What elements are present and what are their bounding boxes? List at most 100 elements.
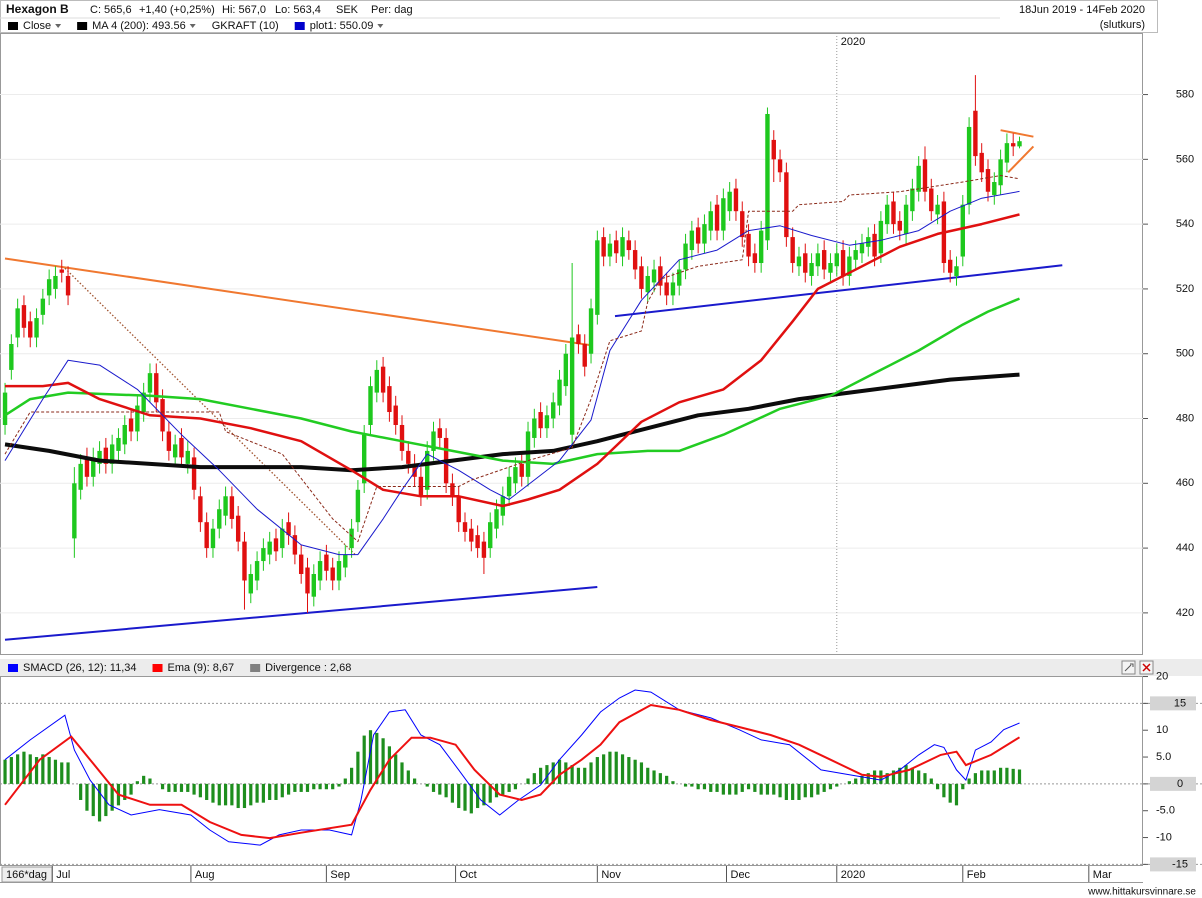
divergence-bar (148, 778, 152, 784)
y-tick-label: 10 (1156, 724, 1168, 736)
divergence-bar (274, 783, 278, 800)
indicator-panel-frame (0, 676, 1143, 866)
divergence-bar (356, 751, 360, 784)
candle-body (922, 159, 928, 192)
divergence-bar (129, 783, 133, 795)
candle-body (1004, 143, 1010, 163)
legend-label: MA 4 (200): 493.56 (92, 20, 186, 32)
candle-body (897, 220, 902, 231)
candle-body (916, 165, 921, 192)
y-tick-label: -15 (1172, 858, 1188, 870)
candle-body (973, 110, 978, 157)
candle-body (15, 308, 20, 338)
divergence-bar (66, 762, 70, 784)
divergence-bar (34, 757, 39, 784)
legend-label: Ema (9): 8,67 (168, 662, 235, 674)
divergence-bar (583, 767, 587, 784)
divergence-bar (9, 757, 13, 784)
candle-body (229, 496, 235, 519)
candle-body (935, 204, 940, 215)
candle-body (286, 522, 291, 536)
candle-body (588, 308, 594, 354)
price-panel-frame (0, 33, 1143, 655)
chart-title: Hexagon B (6, 2, 69, 16)
y-tick-label: 20 (1156, 670, 1168, 682)
divergence-bar (721, 783, 725, 795)
candle-body (721, 198, 726, 231)
divergence-bar (803, 783, 807, 798)
divergence-bar (847, 781, 851, 784)
divergence-bar (280, 783, 284, 798)
divergence-bar (167, 783, 171, 792)
candle-body (803, 253, 808, 273)
divergence-bar (690, 783, 694, 787)
candle-body (878, 220, 884, 254)
divergence-bar (791, 783, 795, 800)
divergence-bar (1011, 768, 1015, 784)
divergence-bar (646, 767, 650, 784)
y-tick-label: 480 (1176, 412, 1194, 424)
divergence-bar (513, 783, 518, 790)
candle-body (431, 431, 436, 451)
y-tick-box (1150, 776, 1196, 791)
divergence-bar (998, 767, 1003, 784)
divergence-bar (822, 783, 826, 792)
legend-swatch (294, 22, 305, 30)
divergence-bar (444, 783, 448, 798)
divergence-bar (22, 751, 26, 784)
candle-body (399, 424, 405, 451)
divergence-bar (633, 759, 637, 784)
divergence-bar (394, 754, 398, 784)
candle-body (733, 188, 739, 212)
candle-body (368, 386, 373, 425)
candle-body (330, 567, 335, 581)
candle-body (97, 450, 102, 464)
divergence-bar (671, 781, 675, 784)
candle-body (374, 369, 379, 393)
candle-body (544, 415, 550, 429)
divergence-bar (173, 783, 177, 792)
divergence-bar (1005, 767, 1009, 784)
candle-body (992, 182, 997, 195)
candle-body (998, 159, 1003, 186)
overlay-line (4, 297, 1020, 466)
candle-body (677, 269, 682, 286)
divergence-bar (885, 773, 889, 784)
candle-body (859, 243, 865, 254)
candle-body (179, 437, 184, 458)
divergence-bar (343, 778, 347, 784)
divergence-bar (255, 783, 259, 803)
y-tick-label: -5.0 (1156, 805, 1175, 817)
candle-body (298, 554, 304, 575)
divergence-bar (702, 783, 707, 790)
divergence-bar (192, 783, 196, 795)
divergence-bar (602, 754, 606, 784)
legend-swatch (77, 22, 88, 30)
trendline (4, 586, 598, 641)
candle-body (702, 224, 707, 244)
candle-body (689, 230, 695, 251)
candle-body (645, 275, 650, 293)
legend-swatch (8, 22, 18, 30)
candle-body (557, 379, 562, 406)
y-tick-label: 460 (1176, 477, 1194, 489)
divergence-bar (923, 773, 927, 784)
divergence-bar (772, 783, 776, 795)
candle-body (437, 428, 443, 438)
indicator-line (4, 703, 1021, 840)
candle-body (204, 522, 209, 549)
candle-body (198, 496, 203, 523)
candle-body (777, 159, 783, 173)
divergence-bar (431, 783, 436, 792)
divergence-bar (986, 770, 990, 784)
divergence-bar (589, 762, 593, 784)
divergence-bar (614, 751, 618, 784)
legend-dropdown (377, 24, 384, 28)
divergence-bar (898, 767, 902, 784)
divergence-bar (973, 773, 977, 784)
divergence-bar (564, 762, 568, 784)
high-quote: Hi: 567,0 (222, 4, 266, 16)
x-tick-label: 2020 (841, 869, 865, 881)
candle-body (267, 541, 272, 555)
y-tick-label: 0 (1177, 778, 1183, 790)
